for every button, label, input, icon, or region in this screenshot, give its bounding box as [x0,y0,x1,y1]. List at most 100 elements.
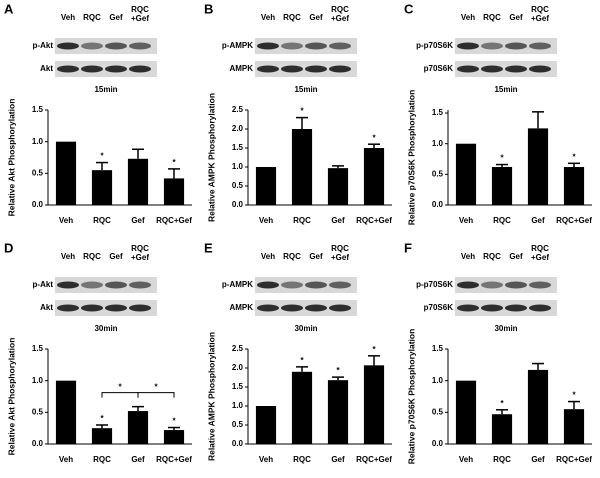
blot-band [129,281,151,289]
blot-band [529,42,551,50]
y-tick-label: 1.5 [232,143,244,152]
bar [327,380,349,444]
significance-mark: * [500,399,504,408]
blot-band [529,281,551,289]
lane-label: RQC [83,252,101,261]
bar [563,167,585,205]
blot-band [329,65,351,73]
x-tick-label: Gef [331,455,345,464]
time-label: 30min [94,324,117,333]
blot-band [257,281,279,289]
lane-label: Gef [309,13,323,22]
blot-row-label: p-p70S6K [416,280,453,289]
blot-row-label: Akt [40,64,53,73]
blot-band [305,42,327,50]
lane-label: RQC [131,244,149,253]
bar [255,406,277,444]
y-tick-label: 1.0 [32,137,44,146]
bar [527,369,549,444]
blot-row-label: AMPK [229,64,253,73]
blot-band [481,304,503,312]
significance-mark: * [500,154,504,163]
blot-band [257,42,279,50]
bar [291,129,313,205]
comparison-label: * [118,383,122,392]
lane-label: Gef [309,252,323,261]
x-tick-label: Gef [531,455,545,464]
lane-label: +Gef [131,253,149,262]
x-tick-label: Gef [531,216,545,225]
comparison-label: * [154,383,158,392]
lane-label: RQC [83,13,101,22]
y-tick-label: 1.5 [32,105,44,114]
blot-band [329,281,351,289]
blot-band [81,65,103,73]
blot-band [529,65,551,73]
x-tick-label: Veh [259,455,273,464]
bar [127,158,149,205]
bar [91,428,113,444]
lane-label: Veh [61,13,75,22]
y-tick-label: 1.5 [432,344,444,353]
y-tick-label: 0.5 [32,168,44,177]
blot-band [105,65,127,73]
x-tick-label: Gef [331,216,345,225]
y-tick-label: 1.0 [32,376,44,385]
y-tick-label: 0.5 [432,169,444,178]
x-tick-label: Gef [131,216,145,225]
y-tick-label: 0.0 [32,439,44,448]
y-tick-label: 0.0 [232,439,244,448]
lane-label: +Gef [531,14,549,23]
blot-band [57,42,79,50]
y-axis-label: Relative p70S6K Phosphorylation [406,329,416,465]
y-tick-label: 0.5 [432,407,444,416]
bar [363,148,385,205]
significance-mark: * [372,133,376,142]
blot-band [129,304,151,312]
blot-row-label: p70S6K [424,303,454,312]
x-tick-label: RQC [293,455,311,464]
lane-label: RQC [531,244,549,253]
blot-band [329,42,351,50]
y-tick-label: 2.0 [232,363,244,372]
significance-mark: * [172,417,176,426]
blot-row-label: p-p70S6K [416,41,453,50]
y-tick-label: 0.0 [32,200,44,209]
bar [55,141,77,205]
blot-band [129,65,151,73]
y-axis-label: Relative Akt Phosphorylation [6,99,16,217]
bar [527,128,549,205]
lane-label: RQC [483,252,501,261]
bar [255,167,277,205]
x-tick-label: Veh [259,216,273,225]
lane-label: RQC [331,5,349,14]
x-tick-label: RQC+Gef [156,455,192,464]
panel-letter: E [204,240,213,255]
bar [163,178,185,205]
y-tick-label: 1.5 [32,344,44,353]
y-tick-label: 0.5 [32,407,44,416]
y-tick-label: 1.0 [232,401,244,410]
blot-band [281,281,303,289]
lane-label: RQC [483,13,501,22]
y-tick-label: 0.5 [232,420,244,429]
blot-band [105,42,127,50]
significance-mark: * [300,356,304,365]
x-tick-label: RQC+Gef [556,455,592,464]
comparison-bracket [101,392,139,398]
lane-label: Veh [61,252,75,261]
lane-label: Veh [461,13,475,22]
blot-row-label: p-Akt [33,280,54,289]
time-label: 15min [494,85,517,94]
significance-mark: * [336,366,340,375]
y-tick-label: 1.5 [232,382,244,391]
blot-band [481,65,503,73]
lane-label: Veh [461,252,475,261]
blot-band [505,65,527,73]
x-tick-label: Veh [59,216,73,225]
panel-letter: C [404,1,414,16]
blot-band [305,304,327,312]
y-tick-label: 2.5 [232,105,244,114]
blot-band [329,304,351,312]
